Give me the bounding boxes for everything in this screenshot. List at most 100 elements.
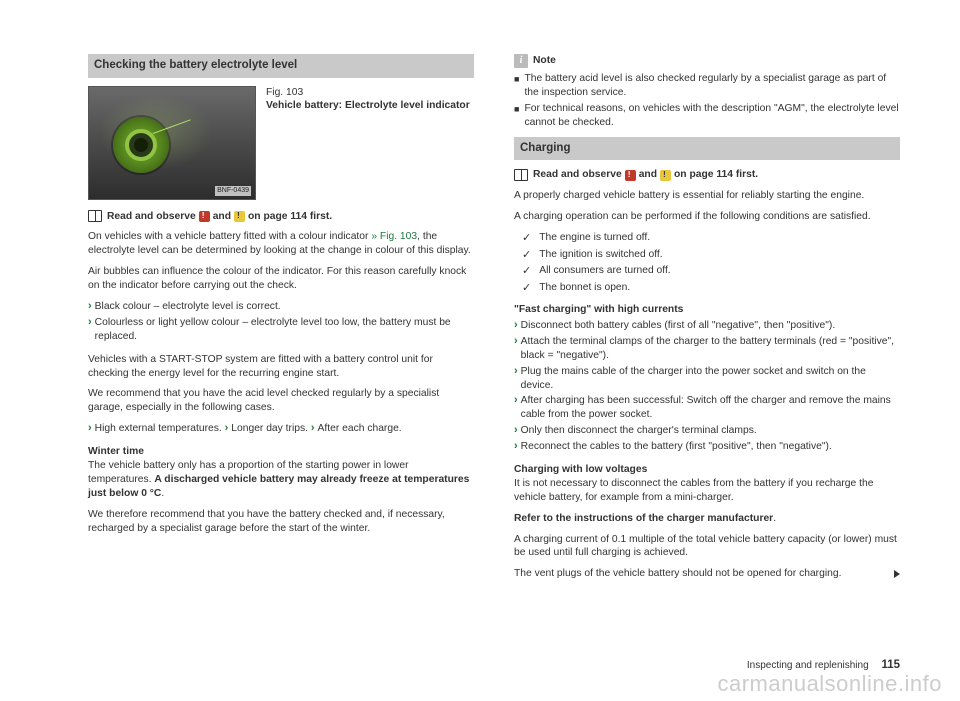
paragraph: The vehicle battery only has a proportio… xyxy=(88,459,474,501)
figure-caption: Fig. 103 Vehicle battery: Electrolyte le… xyxy=(256,86,470,200)
square-bullet-icon: ■ xyxy=(514,72,519,100)
read-mid: and xyxy=(213,210,231,224)
chevron-icon: › xyxy=(88,316,92,329)
text: The vent plugs of the vehicle battery sh… xyxy=(514,568,841,579)
chevron-icon: › xyxy=(514,319,518,332)
check-icon: ✓ xyxy=(522,264,531,279)
fig-reference-link[interactable]: » Fig. 103 xyxy=(371,231,417,242)
figure-label: Fig. 103 xyxy=(266,86,470,100)
chevron-icon: › xyxy=(88,300,92,313)
paragraph: We therefore recommend that you have the… xyxy=(88,508,474,536)
book-icon xyxy=(88,210,102,222)
text: High external temperatures. xyxy=(95,422,222,436)
book-icon xyxy=(514,169,528,181)
check-list: ✓ The engine is turned off. ✓ The ignition… xyxy=(514,231,900,296)
bullet-list: ›High external temperatures. ›Longer day… xyxy=(88,422,474,438)
page-footer: Inspecting and replenishing 115 xyxy=(747,659,900,671)
page: Checking the battery electrolyte level B… xyxy=(0,0,960,701)
chevron-icon: › xyxy=(514,365,518,378)
text: Plug the mains cable of the charger into… xyxy=(521,365,900,393)
text: . xyxy=(161,488,164,499)
paragraph: A properly charged vehicle battery is es… xyxy=(514,189,900,203)
text: The ignition is switched off. xyxy=(539,248,662,263)
list-item: ›Black colour – electrolyte level is cor… xyxy=(88,300,281,314)
note-heading: i Note xyxy=(514,54,900,68)
fast-charge-list: ›Disconnect both battery cables (first o… xyxy=(514,319,900,456)
heading-charging: Charging xyxy=(514,137,900,161)
list-item: ›Disconnect both battery cables (first o… xyxy=(514,319,835,333)
text: After each charge. xyxy=(318,422,402,436)
heading-check-electrolyte: Checking the battery electrolyte level xyxy=(88,54,474,78)
paragraph: Air bubbles can influence the colour of … xyxy=(88,265,474,293)
text-bold: Charging with low voltages xyxy=(514,464,647,475)
chevron-icon: › xyxy=(514,394,518,407)
paragraph: Refer to the instructions of the charger… xyxy=(514,512,900,526)
read-post: on page 114 first. xyxy=(674,168,758,182)
chevron-icon: › xyxy=(225,422,229,435)
text: Reconnect the cables to the battery (fir… xyxy=(521,440,832,454)
list-item: ›Colourless or light yellow colour – ele… xyxy=(88,316,474,344)
fast-charging-heading: "Fast charging" with high currents xyxy=(514,303,900,317)
check-icon: ✓ xyxy=(522,281,531,296)
text: All consumers are turned off. xyxy=(539,264,670,279)
caution-icon xyxy=(660,170,671,181)
chevron-icon: › xyxy=(88,422,92,435)
text: On vehicles with a vehicle battery fitte… xyxy=(88,231,371,242)
read-pre: Read and observe xyxy=(533,168,622,182)
chevron-icon: › xyxy=(514,440,518,453)
right-column: i Note ■The battery acid level is also c… xyxy=(494,54,900,701)
check-icon: ✓ xyxy=(522,231,531,246)
figure-title: Vehicle battery: Electrolyte level indic… xyxy=(266,99,470,113)
read-observe-line: Read and observe and on page 114 first. xyxy=(514,168,900,182)
site-watermark: carmanualsonline.info xyxy=(717,671,942,697)
list-item: ✓ The engine is turned off. xyxy=(514,231,900,246)
list-item: ›After each charge. xyxy=(311,422,402,436)
list-item: ›Reconnect the cables to the battery (fi… xyxy=(514,440,832,454)
paragraph: It is not necessary to disconnect the ca… xyxy=(514,477,900,505)
check-icon: ✓ xyxy=(522,248,531,263)
note-label: Note xyxy=(533,54,556,68)
paragraph: Vehicles with a START-STOP system are fi… xyxy=(88,353,474,381)
list-item: ›Longer day trips. xyxy=(225,422,308,436)
text: Only then disconnect the charger's termi… xyxy=(521,424,757,438)
read-observe-line: Read and observe and on page 114 first. xyxy=(88,210,474,224)
read-pre: Read and observe xyxy=(107,210,196,224)
chevron-icon: › xyxy=(311,422,315,435)
info-icon: i xyxy=(514,54,528,68)
paragraph: The vent plugs of the vehicle battery sh… xyxy=(514,567,900,581)
list-item: ›High external temperatures. xyxy=(88,422,222,436)
list-item: ✓The bonnet is open. xyxy=(514,281,900,296)
note-list: ■The battery acid level is also checked … xyxy=(514,72,900,130)
winter-heading: Winter time xyxy=(88,445,474,459)
low-voltage-heading: Charging with low voltages xyxy=(514,463,900,477)
read-post: on page 114 first. xyxy=(248,210,332,224)
text: Longer day trips. xyxy=(231,422,308,436)
paragraph: A charging operation can be performed if… xyxy=(514,210,900,224)
warning-icon xyxy=(625,170,636,181)
list-item: ■For technical reasons, on vehicles with… xyxy=(514,102,900,130)
bullet-list: ›Black colour – electrolyte level is cor… xyxy=(88,300,474,346)
text: Black colour – electrolyte level is corr… xyxy=(95,300,281,314)
text: Attach the terminal clamps of the charge… xyxy=(521,335,900,363)
figure-row: BNF-0439 Fig. 103 Vehicle battery: Elect… xyxy=(88,86,474,200)
list-item: ✓ The ignition is switched off. xyxy=(514,248,900,263)
list-item: ›After charging has been successful: Swi… xyxy=(514,394,900,422)
figure-code: BNF-0439 xyxy=(215,186,251,195)
read-mid: and xyxy=(639,168,657,182)
figure-103-image: BNF-0439 xyxy=(88,86,256,200)
text: Disconnect both battery cables (first of… xyxy=(521,319,836,333)
paragraph: A charging current of 0.1 multiple of th… xyxy=(514,533,900,561)
list-item: ›Plug the mains cable of the charger int… xyxy=(514,365,900,393)
chevron-icon: › xyxy=(514,335,518,348)
page-number: 115 xyxy=(881,659,900,671)
left-column: Checking the battery electrolyte level B… xyxy=(88,54,494,701)
paragraph: We recommend that you have the acid leve… xyxy=(88,387,474,415)
list-item: ✓ All consumers are turned off. xyxy=(514,264,900,279)
continue-icon xyxy=(894,570,900,578)
section-name: Inspecting and replenishing xyxy=(747,660,869,671)
text: The engine is turned off. xyxy=(539,231,650,246)
text: The battery acid level is also checked r… xyxy=(524,72,900,100)
paragraph: On vehicles with a vehicle battery fitte… xyxy=(88,230,474,258)
text-bold: Refer to the instructions of the charger… xyxy=(514,513,773,524)
chevron-icon: › xyxy=(514,424,518,437)
